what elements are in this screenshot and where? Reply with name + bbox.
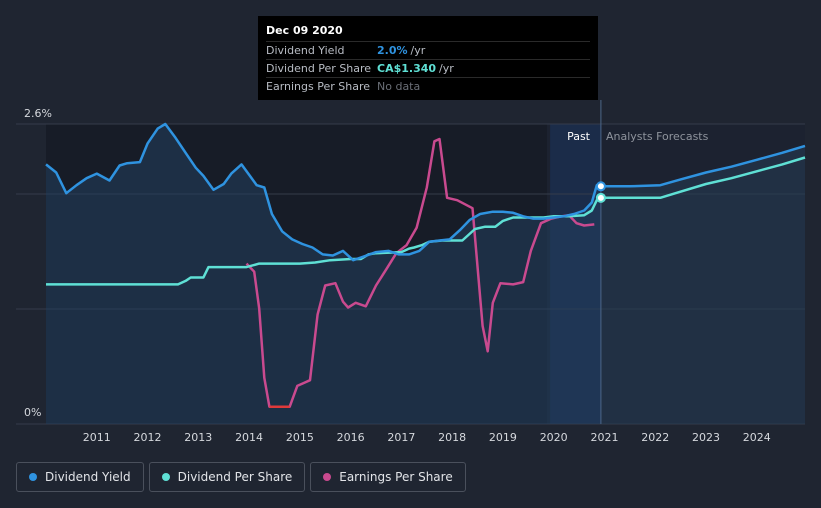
tooltip-unit: /yr: [439, 62, 454, 75]
tooltip-value: CA$1.340: [377, 62, 437, 75]
y-tick-label: 2.6%: [24, 107, 52, 120]
tooltip-label: Dividend Yield: [266, 44, 345, 57]
x-tick-label: 2011: [83, 431, 111, 444]
y-axis-labels: 2.6% 0%: [24, 107, 52, 419]
x-tick-label: 2020: [540, 431, 568, 444]
x-tick-label: 2015: [286, 431, 314, 444]
tooltip-row-dividend-per-share: Dividend Per Share CA$1.340 /yr: [266, 59, 590, 77]
x-tick-label: 2023: [692, 431, 720, 444]
tooltip-value: No data: [377, 80, 421, 93]
legend-item-earnings-per-share[interactable]: Earnings Per Share: [310, 462, 466, 492]
legend: Dividend Yield Dividend Per Share Earnin…: [16, 462, 466, 492]
legend-label: Earnings Per Share: [339, 470, 453, 484]
tooltip-date: Dec 09 2020: [266, 24, 343, 37]
region-label-forecast: Analysts Forecasts: [606, 130, 709, 143]
dividend-yield-area-forecast: [600, 145, 805, 424]
x-tick-label: 2018: [438, 431, 466, 444]
legend-dot-icon: [323, 473, 332, 481]
tooltip-label: Dividend Per Share: [266, 62, 372, 75]
legend-label: Dividend Yield: [45, 470, 131, 484]
dividend-yield-area-past: [46, 124, 601, 424]
legend-item-dividend-yield[interactable]: Dividend Yield: [16, 462, 144, 492]
legend-dot-icon: [29, 473, 37, 481]
legend-dot-icon: [161, 473, 170, 481]
tooltip-row-earnings-per-share: Earnings Per Share No data: [266, 77, 590, 95]
x-tick-label: 2019: [489, 431, 517, 444]
x-tick-label: 2021: [590, 431, 618, 444]
x-tick-label: 2012: [134, 431, 162, 444]
x-tick-label: 2014: [235, 431, 263, 444]
x-tick-label: 2017: [387, 431, 415, 444]
dividend-yield-line: [45, 122, 806, 262]
legend-label: Dividend Per Share: [177, 470, 293, 484]
x-tick-label: 2016: [337, 431, 365, 444]
tooltip-unit: /yr: [410, 44, 426, 57]
x-axis-labels: 2011 2012 2013 2014 2015 2016 2017 2018 2019 2020…: [83, 431, 771, 444]
current-markers: [595, 181, 606, 203]
legend-item-dividend-per-share[interactable]: Dividend Per Share: [148, 462, 306, 492]
series-lines: [45, 122, 806, 408]
dividend-per-share-marker: [595, 192, 606, 203]
x-tick-label: 2022: [641, 431, 669, 444]
x-tick-label: 2024: [743, 431, 771, 444]
y-tick-label: 0%: [24, 406, 41, 419]
x-tick-label: 2013: [184, 431, 212, 444]
dividend-yield-marker: [595, 181, 606, 192]
dividend-yield-area: [46, 124, 805, 424]
region-label-past: Past: [567, 130, 591, 143]
earnings-per-share-line: [245, 137, 595, 408]
tooltip-label: Earnings Per Share: [266, 80, 371, 93]
tooltip-row-dividend-yield: Dividend Yield 2.0% /yr: [266, 41, 590, 59]
tooltip: Dec 09 2020 Dividend Yield 2.0% /yr Divi…: [258, 16, 598, 100]
tooltip-value: 2.0%: [377, 44, 408, 57]
